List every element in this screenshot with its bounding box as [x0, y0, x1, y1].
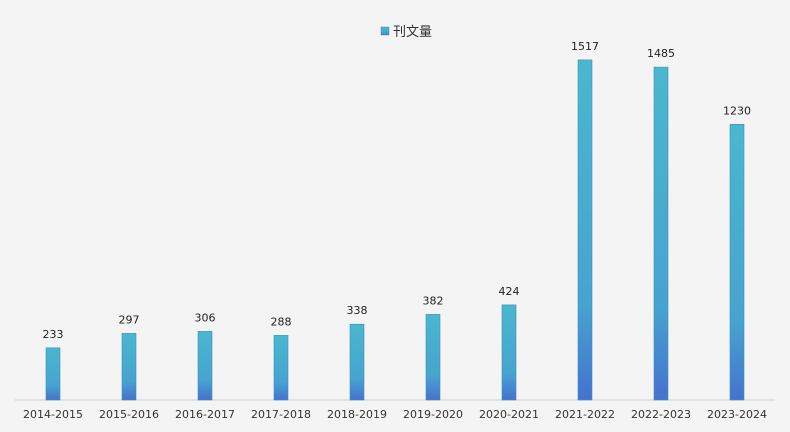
- x-tick-label-2022-2023: 2022-2023: [631, 408, 691, 421]
- x-tick-label-2016-2017: 2016-2017: [175, 408, 235, 421]
- data-label-2018-2019: 338: [347, 304, 368, 317]
- bar-2018-2019: [349, 323, 365, 401]
- x-tick-label-2020-2021: 2020-2021: [479, 408, 539, 421]
- bar-2020-2021: [501, 304, 517, 401]
- data-label-2023-2024: 1230: [723, 104, 751, 117]
- legend-label: 刊文量: [393, 25, 432, 40]
- data-label-2014-2015: 233: [43, 328, 64, 341]
- x-tick-label-2018-2019: 2018-2019: [327, 408, 387, 421]
- data-label-2021-2022: 1517: [571, 40, 599, 53]
- x-tick-label-2017-2018: 2017-2018: [251, 408, 311, 421]
- bar-2015-2016: [121, 333, 137, 401]
- data-label-2017-2018: 288: [271, 315, 292, 328]
- bar-2023-2024: [729, 124, 745, 401]
- data-label-2016-2017: 306: [195, 311, 216, 324]
- bar-2014-2015: [45, 347, 61, 401]
- data-label-2019-2020: 382: [423, 294, 444, 307]
- x-tick-label-2021-2022: 2021-2022: [555, 408, 615, 421]
- x-tick-label-2014-2015: 2014-2015: [23, 408, 83, 421]
- data-label-2020-2021: 424: [499, 285, 520, 298]
- data-label-2022-2023: 1485: [647, 47, 675, 60]
- bar-2017-2018: [273, 335, 289, 401]
- legend-swatch: [380, 26, 390, 36]
- bars-group: [45, 59, 745, 401]
- legend: 刊文量: [380, 25, 432, 40]
- data-label-2015-2016: 297: [119, 313, 140, 326]
- bar-2019-2020: [425, 314, 441, 401]
- x-tick-label-2023-2024: 2023-2024: [707, 408, 767, 421]
- x-tick-label-2015-2016: 2015-2016: [99, 408, 159, 421]
- bar-2016-2017: [197, 331, 213, 401]
- x-tick-labels-group: 2014-2015 2015-2016 2016-2017 2017-2018 2018…: [23, 408, 767, 421]
- x-tick-label-2019-2020: 2019-2020: [403, 408, 463, 421]
- data-labels-group: 233 297 306 288 338 382 424 1517 1485 1230: [43, 40, 752, 341]
- bar-2021-2022: [577, 59, 593, 401]
- bar-2022-2023: [653, 66, 669, 401]
